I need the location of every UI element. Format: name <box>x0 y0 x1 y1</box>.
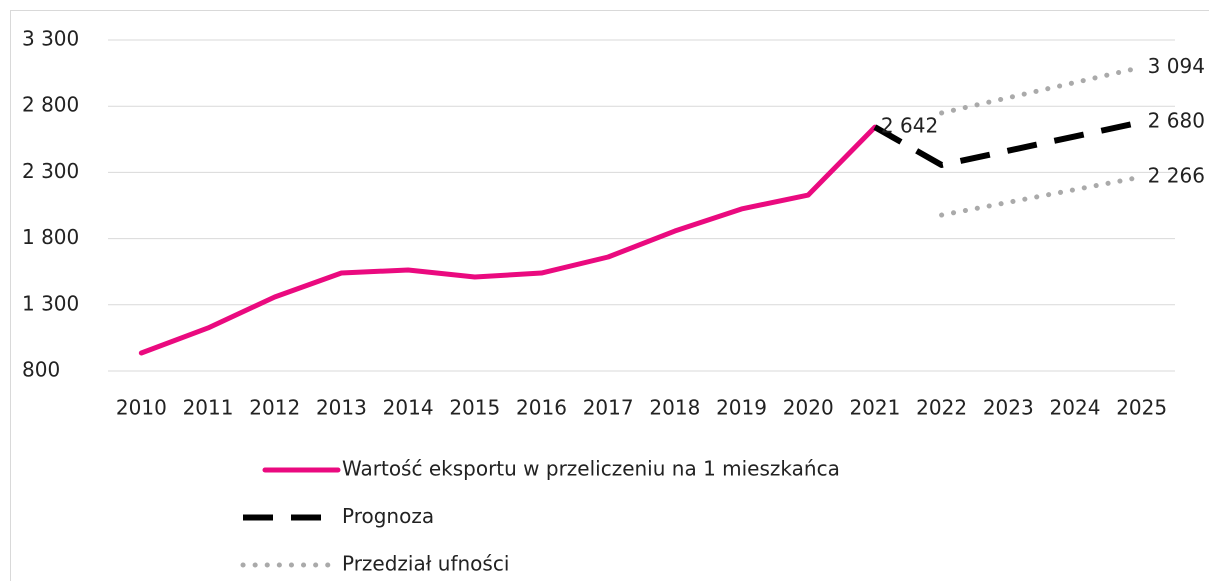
x-tick-label: 2017 <box>583 396 634 420</box>
x-tick-label: 2012 <box>249 396 300 420</box>
x-tick-label: 2014 <box>383 396 434 420</box>
legend-label: Wartość eksportu w przeliczeniu na 1 mie… <box>342 457 840 481</box>
y-tick-label: 3 300 <box>22 27 79 51</box>
x-tick-label: 2022 <box>916 396 967 420</box>
x-tick-label: 2025 <box>1116 396 1167 420</box>
x-tick-label: 2018 <box>649 396 700 420</box>
data-label: 2 266 <box>1148 163 1205 187</box>
data-label: 3 094 <box>1148 54 1205 78</box>
series-line <box>939 64 1145 116</box>
series-line <box>138 124 878 356</box>
series-line <box>873 119 1143 168</box>
y-tick-label: 1 800 <box>22 225 79 249</box>
x-tick-label: 2020 <box>783 396 834 420</box>
x-tick-label: 2019 <box>716 396 767 420</box>
x-tick-label: 2021 <box>849 396 900 420</box>
x-tick-label: 2011 <box>183 396 234 420</box>
x-tick-label: 2010 <box>116 396 167 420</box>
y-tick-label: 2 300 <box>22 159 79 183</box>
series-line <box>939 174 1145 218</box>
data-label: 2 642 <box>881 114 938 138</box>
data-label: 2 680 <box>1148 109 1205 133</box>
y-tick-label: 800 <box>22 358 60 382</box>
x-tick-label: 2013 <box>316 396 367 420</box>
x-tick-label: 2024 <box>1050 396 1101 420</box>
x-tick-label: 2023 <box>983 396 1034 420</box>
x-tick-label: 2015 <box>449 396 500 420</box>
legend-label: Prognoza <box>342 504 434 528</box>
y-tick-label: 1 300 <box>22 291 79 315</box>
y-tick-label: 2 800 <box>22 93 79 117</box>
chart-frame <box>10 10 1209 581</box>
legend-label: Przedział ufności <box>342 552 509 576</box>
x-tick-label: 2016 <box>516 396 567 420</box>
